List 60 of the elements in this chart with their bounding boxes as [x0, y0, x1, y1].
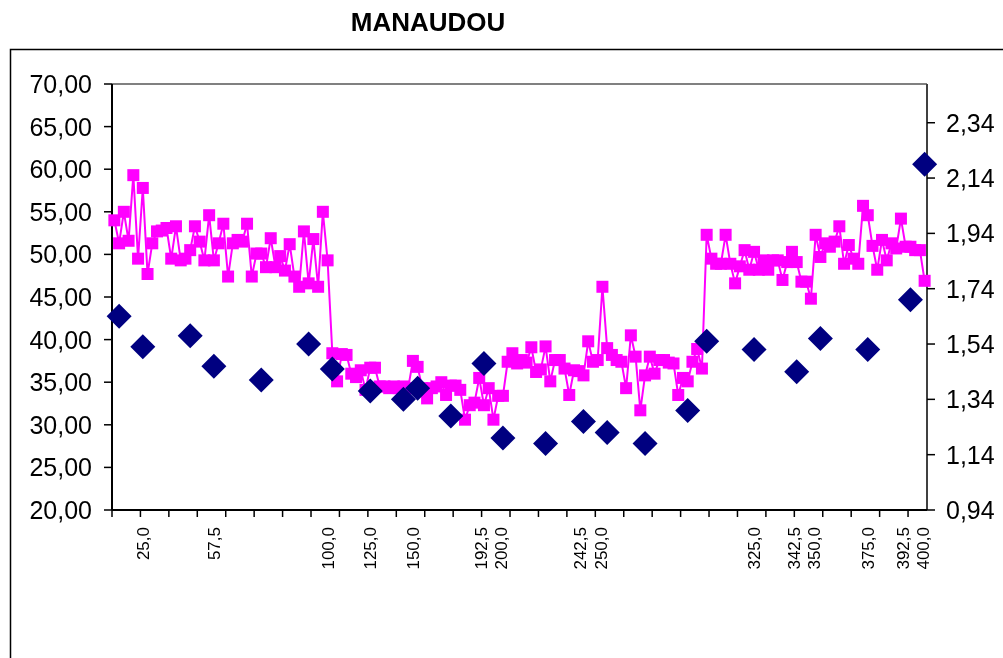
y-tick-label: 20,00	[29, 496, 92, 524]
y-tick-label: 30,00	[29, 410, 92, 439]
y-tick-label: 45,00	[29, 283, 92, 311]
x-tick-label: 350,0	[804, 527, 824, 570]
point	[390, 386, 416, 412]
x-tick-label: 192,5	[471, 527, 491, 570]
x-tick-label: 342,5	[784, 527, 804, 570]
point	[296, 331, 322, 357]
y2-tick-label: 1,74	[946, 274, 995, 303]
point	[897, 287, 923, 313]
x-tick-label: 25,0	[133, 527, 153, 561]
point	[490, 425, 516, 451]
chart-title: MANAUDOU	[350, 7, 506, 37]
point	[675, 397, 701, 423]
y2-tick-label: 1,54	[946, 330, 995, 359]
point	[741, 337, 767, 363]
y-tick-label: 50,00	[29, 240, 92, 269]
point	[248, 367, 274, 393]
x-tick-label: 400,0	[913, 527, 933, 570]
x-tick-label: 375,0	[858, 527, 878, 570]
point	[784, 359, 810, 385]
y2-tick-label: 1,94	[946, 219, 995, 248]
point	[319, 356, 345, 382]
point	[130, 334, 156, 360]
y2-tick-label: 2,34	[946, 108, 995, 137]
x-tick-label: 325,0	[744, 527, 764, 570]
y-tick-label: 40,00	[29, 325, 92, 354]
point	[438, 403, 464, 429]
x-tick-label: 100,0	[318, 527, 338, 570]
point	[632, 431, 658, 457]
y-tick-label: 65,00	[29, 112, 92, 141]
y-tick-label: 60,00	[29, 155, 92, 184]
point	[177, 323, 203, 349]
point	[807, 325, 833, 351]
point	[570, 408, 596, 434]
y2-tick-label: 0,94	[946, 496, 995, 524]
y-tick-label: 70,00	[29, 70, 92, 98]
x-tick-label: 125,0	[360, 527, 380, 570]
x-tick-label: 150,0	[403, 527, 423, 570]
y2-tick-label: 1,14	[946, 440, 995, 469]
point	[106, 303, 132, 329]
point	[594, 420, 620, 446]
point	[471, 350, 497, 376]
point	[357, 378, 383, 404]
y2-tick-label: 2,14	[946, 164, 995, 193]
point	[533, 431, 559, 457]
x-tick-label: 57,5	[204, 527, 224, 561]
point	[694, 328, 720, 354]
y-tick-label: 35,00	[29, 368, 92, 397]
y2-tick-label: 1,34	[946, 385, 995, 414]
y-tick-label: 25,00	[29, 453, 92, 482]
x-tick-label: 250,0	[591, 527, 611, 570]
point	[405, 375, 431, 401]
point	[855, 337, 881, 363]
point	[912, 151, 938, 177]
x-tick-label: 200,0	[491, 527, 511, 570]
x-tick-label: 392,5	[893, 527, 913, 570]
x-tick-label: 242,5	[570, 527, 590, 570]
point	[201, 353, 227, 379]
y-tick-label: 55,00	[29, 197, 92, 226]
